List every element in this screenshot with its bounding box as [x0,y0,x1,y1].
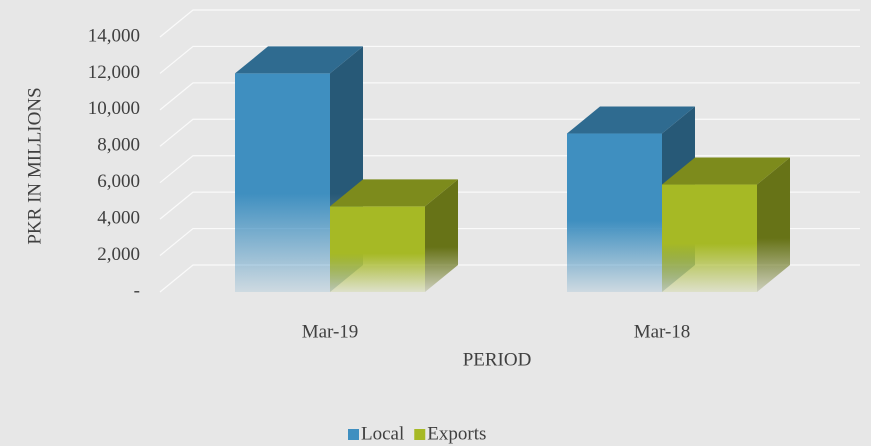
y-tick-label: 12,000 [88,62,140,83]
bar-front [567,133,662,292]
bar [662,157,790,292]
y-tick-label: 2,000 [97,244,140,265]
grid-line [159,82,860,111]
x-axis-title: PERIOD [463,349,532,370]
bar-front [235,73,330,292]
bar-top [662,157,790,185]
x-tick-label: Mar-19 [302,321,359,342]
y-axis-title: PKR IN MILLIONS [24,87,45,244]
legend-label: Exports [427,423,486,444]
grid-line [159,45,860,74]
legend-swatch [348,429,359,440]
y-tick-label: 6,000 [97,171,140,192]
bar-front [662,184,757,292]
grid-line [159,9,860,38]
y-tick-label: 14,000 [88,25,140,46]
x-tick-label: Mar-18 [634,321,691,342]
y-tick-label: - [134,280,140,301]
bar [330,179,458,292]
y-tick-label: 10,000 [88,98,140,119]
bar-top [567,106,695,134]
bar-top [235,46,363,74]
y-tick-label: 4,000 [97,208,140,229]
y-tick-label: 8,000 [97,135,140,156]
legend-swatch [414,429,426,440]
bar-top [330,179,458,207]
legend-label: Local [361,423,404,444]
bar-side [425,179,458,292]
bar-side [757,157,790,292]
bar-front [330,206,425,292]
